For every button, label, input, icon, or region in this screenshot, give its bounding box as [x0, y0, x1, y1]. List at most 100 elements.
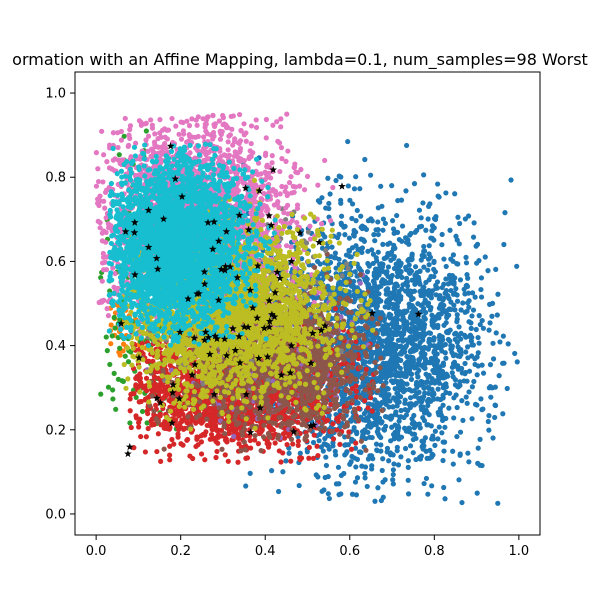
scatter-point [373, 255, 379, 261]
scatter-point [488, 394, 494, 400]
scatter-point [466, 389, 472, 395]
scatter-point [398, 260, 404, 267]
scatter-point [446, 405, 452, 411]
scatter-point [414, 363, 420, 369]
scatter-point [388, 370, 394, 376]
scatter-point [420, 347, 426, 353]
scatter-point [127, 408, 133, 414]
scatter-point [413, 456, 419, 463]
scatter-point [425, 216, 431, 222]
scatter-point [375, 407, 381, 413]
scatter-point [360, 432, 366, 438]
scatter-point [378, 261, 385, 267]
scatter-point [454, 433, 460, 440]
scatter-point [421, 248, 428, 254]
scatter-point [155, 431, 161, 437]
scatter-point [394, 314, 400, 320]
scatter-point [394, 212, 400, 219]
scatter-point [492, 402, 498, 408]
scatter-point [347, 197, 353, 203]
scatter-point [332, 448, 338, 454]
scatter-point [355, 246, 361, 252]
scatter-point [390, 246, 397, 252]
scatter-point [429, 454, 435, 460]
scatter-point [399, 223, 406, 229]
scatter-point [449, 349, 455, 356]
scatter-point [408, 230, 414, 237]
scatter-point [395, 398, 401, 404]
scatter-point [402, 308, 408, 314]
scatter-point [477, 321, 483, 328]
scatter-point [425, 374, 431, 380]
scatter-point [475, 334, 481, 341]
scatter-point [137, 371, 143, 377]
scatter-point [122, 353, 128, 359]
scatter-point [348, 446, 355, 452]
scatter-point [429, 322, 435, 328]
scatter-point [338, 472, 344, 479]
scatter-point [376, 272, 382, 278]
scatter-point [214, 448, 220, 455]
scatter-point [390, 226, 397, 232]
scatter-point [320, 448, 326, 454]
scatter-point [406, 339, 412, 345]
scatter-point [136, 399, 142, 405]
scatter-point [210, 408, 216, 414]
scatter-point [423, 475, 430, 482]
scatter-point [464, 308, 470, 314]
scatter-point [394, 303, 400, 310]
scatter-point [378, 442, 384, 448]
scatter-point [429, 228, 435, 234]
scatter-point [448, 299, 454, 305]
scatter-point [354, 207, 360, 214]
scatter-point [464, 272, 470, 278]
scatter-point [353, 464, 359, 470]
scatter-point [447, 390, 453, 396]
scatter-point [453, 392, 459, 398]
scatter-point [111, 370, 117, 376]
scatter-point [456, 241, 462, 247]
scatter-point [441, 281, 447, 287]
scatter-point [202, 457, 208, 463]
scatter-point [463, 254, 469, 260]
scatter-point [153, 402, 159, 408]
scatter-point [464, 400, 470, 406]
scatter-point [173, 417, 179, 423]
scatter-point [416, 276, 422, 283]
scatter-point [420, 200, 426, 206]
scatter-point [445, 281, 451, 287]
scatter-point [425, 256, 432, 262]
scatter-point [427, 201, 433, 207]
scatter-point [296, 482, 302, 489]
scatter-point [387, 251, 393, 257]
scatter-point [117, 345, 123, 351]
scatter-point [490, 356, 497, 362]
scatter-point [107, 361, 113, 368]
scatter-point [390, 319, 397, 325]
scatter-point [394, 325, 400, 331]
scatter-point [369, 434, 375, 441]
scatter-point [358, 213, 364, 219]
scatter-point [404, 142, 410, 149]
scatter-point [431, 343, 437, 349]
scatter-point [348, 417, 354, 423]
scatter-point [454, 404, 460, 411]
scatter-point [384, 297, 390, 304]
scatter-point [103, 334, 109, 340]
scatter-point [500, 333, 506, 339]
scatter-point [343, 450, 349, 456]
scatter-point [401, 329, 407, 335]
scatter-point [361, 410, 368, 417]
scatter-point [373, 267, 379, 273]
scatter-point [392, 351, 398, 357]
scatter-point [398, 454, 404, 460]
scatter-point [456, 324, 462, 330]
scatter-point [464, 344, 471, 350]
scatter-point [346, 429, 352, 435]
scatter-point [323, 454, 329, 460]
scatter-point [249, 417, 255, 423]
scatter-point [431, 337, 437, 343]
scatter-point [112, 325, 118, 331]
scatter-point [330, 443, 336, 449]
scatter-point [351, 186, 358, 192]
